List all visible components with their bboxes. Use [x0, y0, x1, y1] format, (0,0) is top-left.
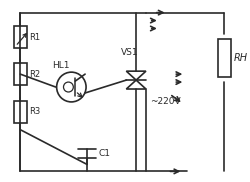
Text: R2: R2	[29, 70, 40, 79]
Text: ~220V: ~220V	[149, 97, 180, 106]
Text: R3: R3	[29, 107, 40, 116]
Bar	[14, 101, 26, 123]
Bar	[14, 63, 26, 85]
Text: R1: R1	[29, 33, 40, 42]
Text: HL1: HL1	[52, 61, 69, 70]
Text: VS1: VS1	[121, 48, 138, 57]
Bar	[217, 39, 230, 77]
Text: C1: C1	[98, 149, 110, 158]
Text: RH: RH	[232, 53, 246, 63]
Bar	[14, 27, 26, 48]
